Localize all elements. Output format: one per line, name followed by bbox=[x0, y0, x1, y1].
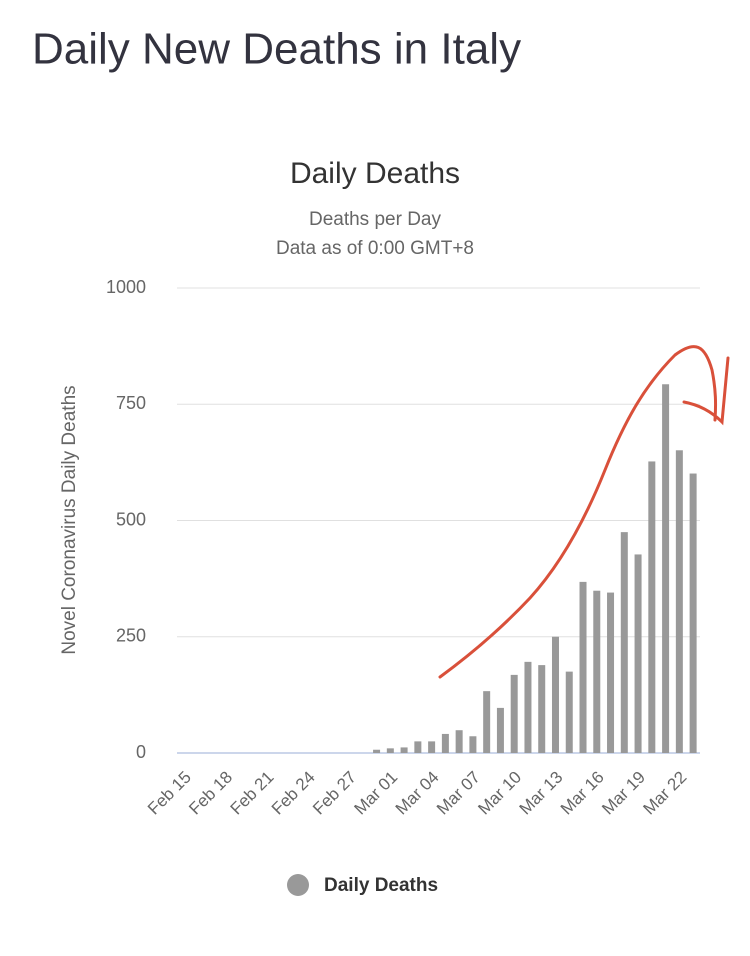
y-tick-label: 1000 bbox=[106, 277, 146, 297]
bar bbox=[675, 450, 683, 753]
bar bbox=[428, 741, 436, 753]
bar bbox=[538, 665, 546, 753]
x-tick-label: Mar 19 bbox=[598, 768, 649, 819]
bar bbox=[551, 636, 559, 753]
bar bbox=[441, 733, 449, 753]
bar bbox=[648, 461, 656, 753]
x-tick-label: Mar 16 bbox=[557, 768, 608, 819]
x-tick-label: Feb 18 bbox=[185, 768, 236, 819]
x-tick-label: Mar 07 bbox=[433, 768, 484, 819]
bar bbox=[386, 748, 394, 753]
x-tick-label: Mar 22 bbox=[639, 768, 690, 819]
bar bbox=[373, 749, 381, 753]
page-title: Daily New Deaths in Italy bbox=[32, 25, 521, 74]
x-tick-label: Mar 10 bbox=[474, 768, 525, 819]
bar bbox=[483, 691, 491, 753]
bar bbox=[689, 473, 697, 753]
x-tick-label: Feb 21 bbox=[227, 768, 278, 819]
x-tick-label: Mar 13 bbox=[516, 768, 567, 819]
bar bbox=[607, 592, 615, 753]
bar bbox=[469, 736, 477, 753]
bar bbox=[524, 661, 532, 753]
annotation-arrow bbox=[438, 345, 730, 679]
bar bbox=[634, 554, 642, 753]
bar bbox=[593, 590, 601, 753]
x-tick-label: Feb 15 bbox=[144, 768, 195, 819]
legend-marker bbox=[287, 874, 309, 896]
bar bbox=[455, 730, 463, 753]
chart-subtitle: Data as of 0:00 GMT+8 bbox=[276, 238, 474, 259]
y-tick-label: 750 bbox=[116, 393, 146, 413]
bar bbox=[565, 671, 573, 753]
legend-label[interactable]: Daily Deaths bbox=[324, 875, 438, 896]
y-tick-label: 500 bbox=[116, 509, 146, 529]
bar bbox=[414, 741, 422, 753]
bar bbox=[496, 707, 504, 753]
chart-title: Daily Deaths bbox=[290, 157, 460, 190]
x-tick-label: Mar 04 bbox=[392, 768, 443, 819]
y-axis-label: Novel Coronavirus Daily Deaths bbox=[59, 385, 80, 654]
y-tick-label: 0 bbox=[136, 742, 146, 762]
bar bbox=[400, 747, 408, 753]
chart-subtitle: Deaths per Day bbox=[309, 209, 442, 230]
y-tick-label: 250 bbox=[116, 626, 146, 646]
x-tick-label: Feb 27 bbox=[309, 768, 360, 819]
bar bbox=[510, 674, 518, 753]
bar bbox=[579, 581, 587, 753]
x-tick-label: Mar 01 bbox=[350, 768, 401, 819]
bar bbox=[620, 532, 628, 753]
bar bbox=[662, 384, 670, 753]
x-tick-label: Feb 24 bbox=[268, 768, 319, 819]
